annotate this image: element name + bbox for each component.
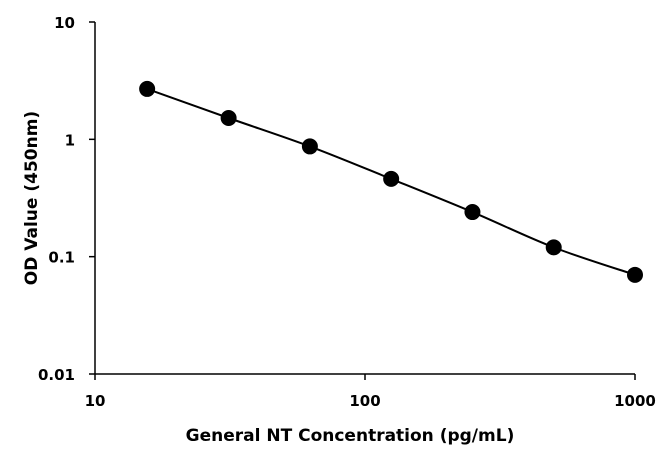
x-tick-label: 10	[85, 392, 106, 410]
y-axis-label: OD Value (450nm)	[22, 111, 42, 285]
data-point	[464, 204, 481, 221]
x-axis-label: General NT Concentration (pg/mL)	[186, 426, 515, 446]
data-point	[301, 138, 318, 155]
data-point	[139, 80, 156, 97]
y-tick-label: 10	[54, 14, 75, 32]
x-tick-label: 1000	[614, 392, 656, 410]
y-tick-label: 0.1	[48, 249, 75, 267]
x-tick-label: 100	[349, 392, 380, 410]
data-point	[220, 109, 237, 126]
data-point	[545, 239, 562, 256]
data-point	[627, 266, 643, 283]
y-tick-label: 1	[65, 131, 75, 149]
y-tick-label: 0.01	[38, 366, 75, 384]
data-point	[383, 170, 400, 187]
